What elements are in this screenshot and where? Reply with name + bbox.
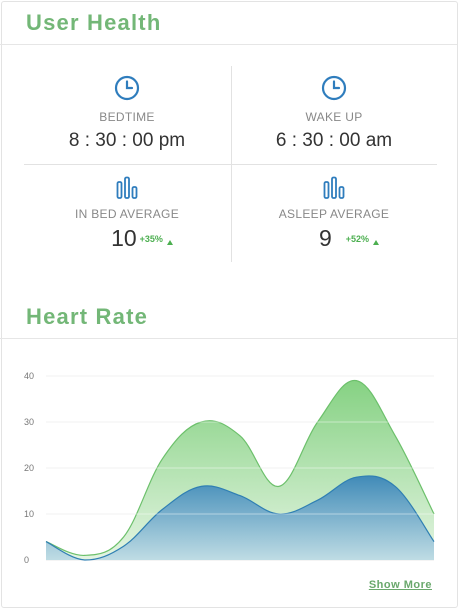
y-tick-label: 20 [24, 463, 34, 473]
asleep-average-value: 9 [318, 225, 332, 251]
clock-icon [114, 75, 140, 101]
trend-up-icon [166, 240, 173, 245]
bedtime-stat: BEDTIME 8 : 30 : 00 pm [24, 75, 230, 152]
y-tick-label: 10 [24, 509, 34, 519]
wake-up-stat: WAKE UP 6 : 30 : 00 am [231, 75, 437, 152]
trend-up-icon [373, 240, 380, 245]
y-tick-label: 0 [24, 555, 29, 565]
wake-up-value: 6 : 30 : 00 am [275, 130, 393, 151]
in-bed-average-label: IN BED AVERAGE [74, 207, 179, 221]
bar-chart-icon [116, 176, 138, 199]
series-1-line [45, 379, 435, 557]
header-divider [0, 44, 457, 45]
bedtime-value: 8 : 30 : 00 pm [68, 130, 186, 151]
in-bed-average-value: 10 [111, 225, 137, 251]
heart-rate-divider [0, 338, 457, 339]
in-bed-average-stat: IN BED AVERAGE 10 +35% [24, 176, 230, 252]
asleep-average-stat: ASLEEP AVERAGE 9 +52% [231, 176, 437, 252]
in-bed-average-change: +35% [139, 234, 163, 244]
y-tick-label: 30 [24, 417, 34, 427]
asleep-average-label: ASLEEP AVERAGE [278, 207, 390, 221]
bedtime-label: BEDTIME [99, 110, 155, 124]
user-health-title: User Health [26, 10, 162, 35]
series-2-area [46, 475, 434, 560]
asleep-average-change: +52% [345, 234, 370, 244]
show-more-link[interactable]: Show More [368, 579, 432, 591]
y-tick-label: 40 [24, 371, 34, 381]
heart-rate-title: Heart Rate [26, 304, 149, 329]
heart-rate-chart: 0 10 20 30 40 [24, 371, 435, 565]
bar-chart-icon [323, 176, 345, 199]
series-2-line [45, 475, 435, 561]
wake-up-label: WAKE UP [305, 110, 363, 124]
clock-icon [321, 75, 347, 101]
stats-horizontal-divider [24, 164, 437, 165]
